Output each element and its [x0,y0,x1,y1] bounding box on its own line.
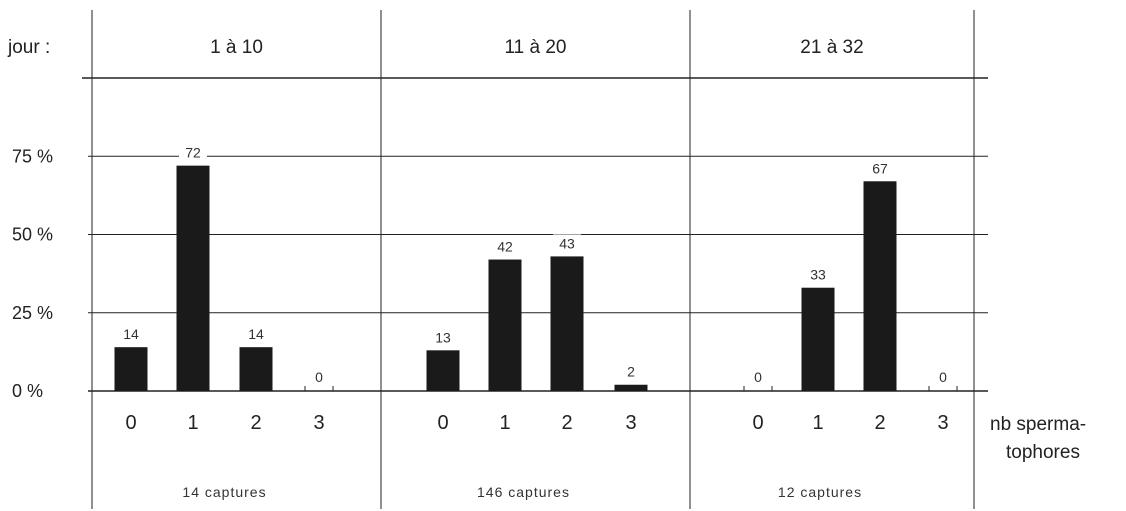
value-label-bg [117,325,145,343]
bar [176,165,210,391]
x-tick-label: 2 [874,412,885,434]
value-label-bg [933,368,953,385]
value-label-bg [429,328,457,346]
x-tick-label: 0 [125,412,136,434]
bar-value-label: 0 [315,369,323,385]
x-tick-label: 2 [561,412,572,434]
bar-value-label: 0 [754,369,762,385]
value-label-bg [866,159,894,177]
y-tick-label: 50 % [12,225,53,245]
bar-value-label: 72 [185,145,201,161]
bar-value-label: 42 [497,239,513,255]
x-tick-label: 2 [250,412,261,434]
value-label-bg [804,265,832,283]
x-tick-label: 3 [937,412,948,434]
bar-value-label: 33 [810,267,826,283]
panel-header: 21 à 32 [800,37,863,58]
value-label-bg [242,325,270,343]
x-tick-label: 1 [187,412,198,434]
row-label-jour: jour : [7,37,50,58]
y-tick-label: 25 % [12,303,53,323]
bar-value-label: 43 [559,235,575,251]
bar-value-label: 13 [435,329,451,345]
bar [114,347,148,391]
value-label-bg [309,368,329,385]
value-label-bg [179,143,207,161]
bar [863,181,897,391]
x-tick-label: 3 [313,412,324,434]
captures-label: 12 captures [778,484,862,500]
y-tick-label: 75 % [12,146,53,166]
bar-value-label: 0 [939,369,947,385]
x-axis-label-line2: tophores [1006,442,1080,463]
bar-value-label: 2 [627,364,635,380]
panel-header: 11 à 20 [505,37,567,58]
y-tick-label: 0 % [12,381,43,401]
captures-label: 14 captures [182,484,266,500]
value-label-bg [748,368,768,385]
panel-header: 1 à 10 [210,37,263,58]
bar [488,259,522,391]
bar [426,350,460,391]
bar [239,347,273,391]
x-tick-label: 1 [812,412,823,434]
x-axis-label-line1: nb sperma- [990,414,1086,435]
bar-value-label: 14 [248,326,264,342]
bar [614,384,648,391]
captures-label: 146 captures [477,484,570,500]
bar-value-label: 14 [123,326,139,342]
x-tick-label: 3 [625,412,636,434]
panel-frame [82,10,988,509]
value-label-bg [491,237,519,255]
value-label-bg [621,362,641,380]
x-tick-label: 0 [437,412,448,434]
bar-value-label: 67 [872,160,888,176]
value-label-bg [553,234,581,252]
x-tick-label: 0 [752,412,763,434]
grid-lines [88,155,988,392]
x-tick-label: 1 [499,412,510,434]
bars [114,165,958,391]
bar [801,287,835,391]
bar [550,256,584,391]
